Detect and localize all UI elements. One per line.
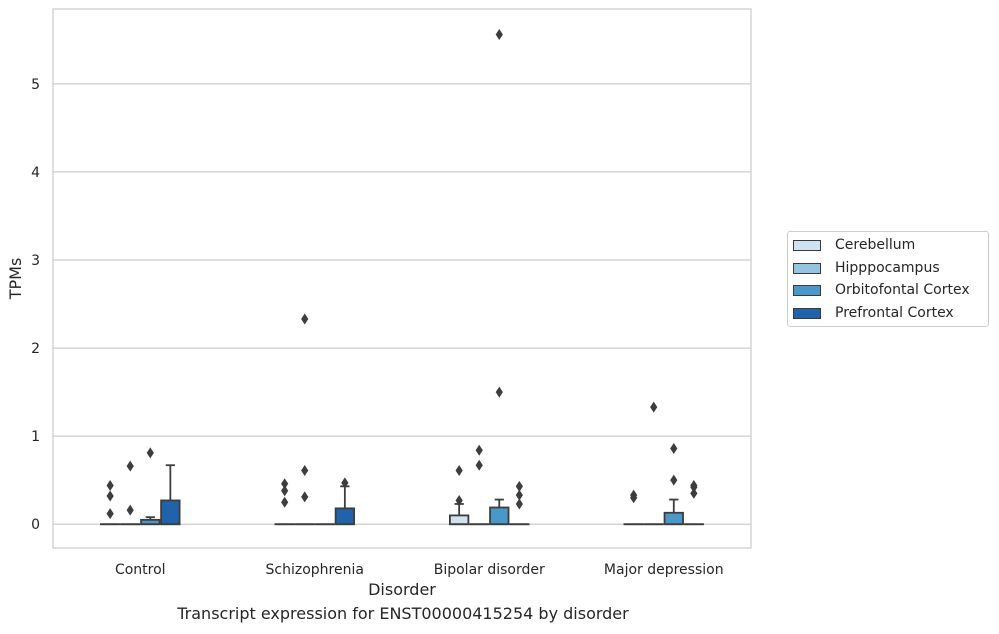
outlier-point — [515, 480, 523, 492]
box-prefrontal-cortex — [160, 464, 181, 526]
box — [449, 514, 470, 526]
y-tick-label: 2 — [31, 341, 40, 357]
y-axis-label: TPMs — [6, 258, 25, 301]
legend-item-prefrontal: Prefrontal Cortex — [793, 303, 954, 323]
outlier-point — [301, 491, 309, 503]
x-tick-label: Control — [115, 562, 166, 578]
box-hipppocampus — [469, 444, 490, 526]
outlier-point — [670, 474, 678, 486]
legend-label: Hipppocampus — [835, 260, 940, 276]
box-cerebellum — [449, 464, 470, 526]
outlier-point — [475, 459, 483, 471]
grid-lines — [53, 83, 751, 525]
y-tick-label: 0 — [31, 517, 40, 533]
legend-swatch — [793, 307, 821, 319]
outlier-point — [281, 496, 289, 508]
outlier-point — [301, 464, 309, 476]
outlier-point — [690, 487, 698, 499]
chart-title: Transcript expression for ENST0000041525… — [177, 604, 629, 623]
box-hipppocampus — [294, 313, 315, 526]
box — [160, 499, 181, 526]
box-orbitofontal-cortex — [140, 447, 161, 526]
legend-item-hippocampus: Hipppocampus — [793, 258, 940, 278]
box-cerebellum — [623, 489, 644, 526]
outlier-point — [630, 492, 638, 504]
outlier-point — [341, 477, 349, 489]
legend-label: Cerebellum — [835, 237, 916, 253]
x-tick-label: Bipolar disorder — [434, 562, 545, 578]
x-axis-ticks: Control Schizophrenia Bipolar disorder Majo… — [115, 562, 724, 578]
x-tick-label: Schizophrenia — [266, 562, 364, 578]
box-cerebellum — [100, 479, 121, 526]
outlier-point — [455, 494, 463, 506]
outlier-point — [146, 447, 154, 459]
outlier-point — [106, 508, 114, 520]
box-prefrontal-cortex — [509, 480, 530, 526]
box-hipppocampus — [643, 401, 664, 526]
outlier-point — [126, 460, 134, 472]
box-cerebellum — [274, 478, 295, 526]
legend-label: Orbitofontal Cortex — [835, 282, 970, 298]
y-tick-label: 5 — [31, 77, 40, 93]
outlier-point — [301, 313, 309, 325]
outlier-point — [281, 478, 289, 490]
legend-swatch — [793, 239, 821, 251]
box-orbitofontal-cortex — [663, 442, 684, 526]
y-tick-label: 4 — [31, 165, 40, 181]
outlier-point — [515, 498, 523, 510]
outlier-point — [690, 481, 698, 493]
box-prefrontal-cortex — [334, 477, 355, 526]
legend-swatch — [793, 262, 821, 274]
box — [663, 511, 684, 526]
outlier-point — [670, 442, 678, 454]
legend-swatch — [793, 284, 821, 296]
y-tick-label: 3 — [31, 253, 40, 269]
outlier-point — [106, 490, 114, 502]
outlier-point — [106, 479, 114, 491]
box — [489, 506, 510, 526]
legend: Cerebellum Hipppocampus Orbitofontal Cor… — [787, 231, 989, 327]
box-marks — [100, 29, 704, 526]
outlier-point — [455, 464, 463, 476]
x-axis-label: Disorder — [368, 580, 436, 599]
box-prefrontal-cortex — [683, 479, 704, 526]
outlier-point — [650, 401, 658, 413]
x-tick-label: Major depression — [604, 562, 724, 578]
outlier-point — [126, 504, 134, 516]
plot-frame — [52, 8, 752, 549]
outlier-point — [281, 485, 289, 497]
outlier-point — [495, 29, 503, 41]
outlier-point — [475, 444, 483, 456]
legend-item-orbitofrontal: Orbitofontal Cortex — [793, 280, 970, 300]
legend-label: Prefrontal Cortex — [835, 305, 954, 321]
legend-item-cerebellum: Cerebellum — [793, 235, 915, 255]
box — [334, 507, 355, 526]
y-axis-ticks: 0 1 2 3 4 5 — [31, 77, 40, 533]
outlier-point — [495, 386, 503, 398]
y-tick-label: 1 — [31, 429, 40, 445]
box-orbitofontal-cortex — [489, 29, 510, 526]
box-hipppocampus — [120, 460, 141, 526]
outlier-point — [515, 489, 523, 501]
